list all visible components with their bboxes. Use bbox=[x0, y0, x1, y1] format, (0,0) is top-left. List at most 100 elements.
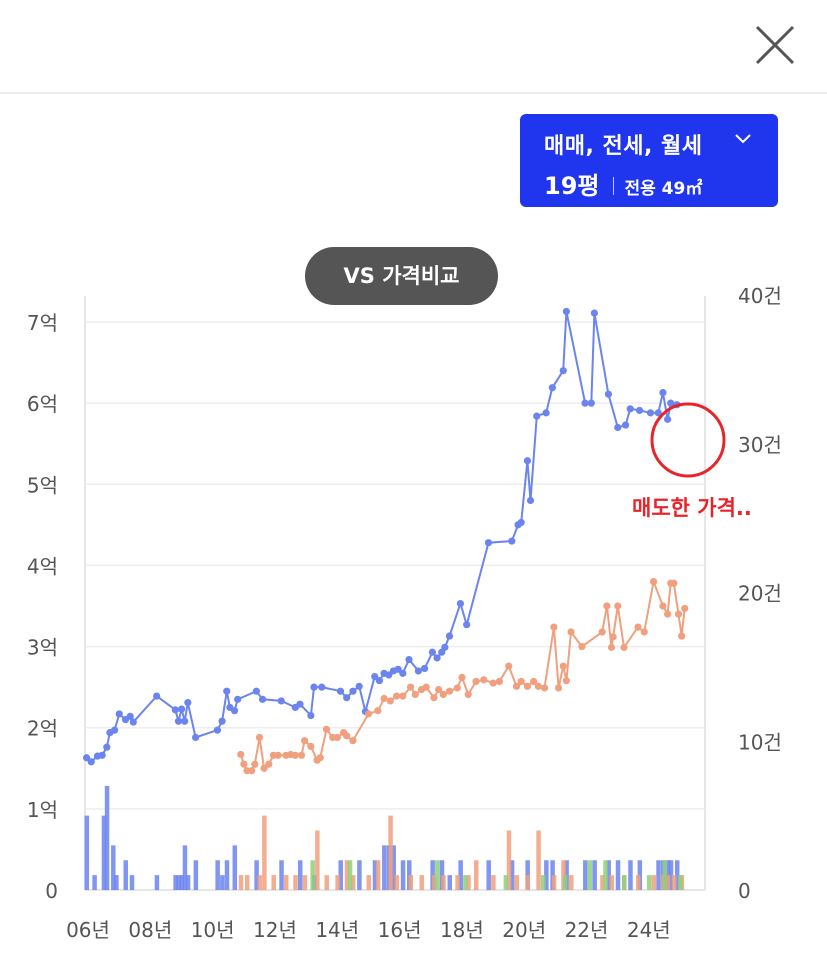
y-left-tick-label: 7억 bbox=[27, 311, 58, 335]
volume-bar bbox=[129, 875, 135, 890]
data-point bbox=[213, 726, 222, 734]
volume-bar bbox=[671, 875, 677, 890]
data-point bbox=[620, 643, 628, 651]
data-point bbox=[98, 751, 106, 759]
data-point bbox=[265, 760, 273, 768]
data-point bbox=[386, 697, 394, 705]
volume-bar bbox=[569, 875, 574, 890]
data-point bbox=[343, 694, 351, 702]
y-right-tick-label: 10건 bbox=[738, 730, 782, 754]
close-icon[interactable] bbox=[752, 22, 798, 68]
y-left-tick-label: 3억 bbox=[27, 636, 58, 660]
volume-bar bbox=[254, 860, 259, 890]
volume-bar bbox=[678, 875, 683, 890]
volume-bar bbox=[668, 860, 674, 890]
data-point bbox=[310, 683, 318, 691]
volume-bar bbox=[514, 875, 520, 890]
volume-bar bbox=[182, 845, 188, 890]
volume-bar bbox=[335, 875, 340, 890]
volume-bar bbox=[238, 875, 244, 890]
volume-bar bbox=[544, 860, 549, 890]
volume-bar bbox=[84, 815, 90, 890]
volume-bar bbox=[154, 875, 160, 890]
volume-bar bbox=[388, 815, 393, 890]
data-point bbox=[406, 683, 415, 691]
data-point bbox=[635, 406, 644, 415]
data-point bbox=[626, 405, 634, 413]
volume-bar bbox=[615, 860, 621, 890]
volume-bar bbox=[350, 875, 356, 890]
volume-bar bbox=[338, 860, 343, 890]
x-tick-label: 14년 bbox=[315, 918, 359, 942]
data-point bbox=[177, 705, 186, 713]
data-point bbox=[664, 415, 672, 423]
volume-bar bbox=[176, 875, 181, 890]
data-point bbox=[667, 399, 675, 407]
data-point bbox=[394, 665, 402, 673]
volume-bar bbox=[651, 875, 657, 890]
data-point bbox=[349, 687, 357, 695]
data-point bbox=[355, 682, 363, 690]
volume-bar bbox=[279, 860, 284, 890]
data-point bbox=[181, 717, 189, 725]
data-point bbox=[578, 642, 586, 651]
series-line bbox=[85, 311, 678, 764]
data-point bbox=[333, 733, 341, 742]
data-point bbox=[218, 717, 226, 725]
volume-bar bbox=[123, 860, 129, 890]
data-point bbox=[562, 307, 570, 316]
y-left-tick-label: 2억 bbox=[27, 717, 58, 741]
data-point bbox=[445, 632, 454, 640]
y-right-tick-label: 30건 bbox=[738, 433, 782, 457]
volume-bar bbox=[540, 875, 546, 890]
data-point bbox=[453, 684, 461, 692]
volume-bar bbox=[656, 860, 661, 890]
volume-bar bbox=[441, 875, 446, 890]
data-point bbox=[258, 695, 267, 703]
volume-bar bbox=[315, 830, 320, 890]
volume-bar bbox=[114, 875, 119, 890]
data-point bbox=[248, 767, 256, 775]
data-point bbox=[336, 687, 345, 695]
data-point bbox=[517, 518, 525, 527]
data-point bbox=[609, 633, 617, 641]
data-point bbox=[441, 643, 449, 651]
data-point bbox=[654, 409, 662, 417]
volume-bar bbox=[466, 875, 471, 890]
x-tick-label: 08년 bbox=[128, 918, 172, 942]
data-point bbox=[603, 602, 611, 610]
data-point bbox=[153, 692, 161, 700]
vs-compare-button[interactable]: VS 가격비교 bbox=[305, 247, 498, 305]
volume-bar bbox=[536, 830, 541, 890]
data-point bbox=[540, 684, 549, 692]
data-point bbox=[559, 367, 567, 375]
volume-bar bbox=[458, 860, 463, 890]
volume-bar bbox=[400, 860, 406, 890]
data-point bbox=[678, 632, 686, 640]
data-point bbox=[110, 726, 119, 734]
volume-bar bbox=[609, 875, 615, 890]
data-point bbox=[659, 388, 667, 397]
data-point bbox=[371, 672, 379, 681]
volume-bar bbox=[583, 860, 588, 890]
volume-bar bbox=[600, 875, 605, 890]
x-tick-label: 12년 bbox=[253, 918, 297, 942]
deal-type-filter-button[interactable]: 매매, 전세, 월세 19평 전용 49㎡ bbox=[520, 114, 778, 207]
data-point bbox=[433, 654, 441, 662]
data-point bbox=[385, 671, 393, 679]
x-tick-label: 24년 bbox=[627, 918, 671, 942]
annotation-circle bbox=[650, 402, 726, 478]
data-point bbox=[598, 628, 606, 636]
data-point bbox=[274, 751, 282, 759]
data-point bbox=[458, 673, 466, 682]
data-point bbox=[634, 623, 642, 631]
data-point bbox=[255, 733, 264, 742]
data-point bbox=[530, 677, 538, 686]
data-point bbox=[318, 683, 326, 691]
data-point bbox=[604, 390, 613, 398]
data-point bbox=[562, 677, 570, 685]
data-point bbox=[223, 687, 231, 695]
volume-bar bbox=[391, 845, 396, 890]
data-point bbox=[234, 695, 242, 703]
data-point bbox=[674, 610, 683, 618]
